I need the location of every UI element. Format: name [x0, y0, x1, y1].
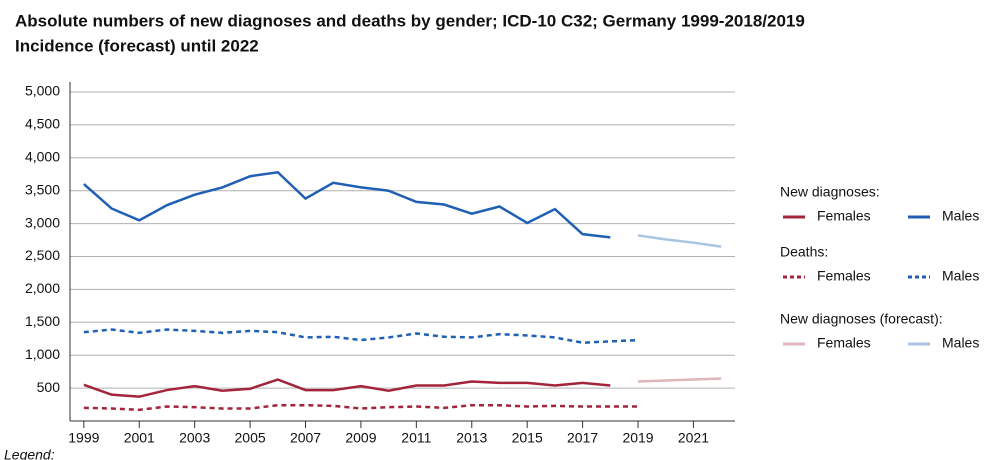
- y-tick-label: 4,500: [25, 116, 60, 132]
- series-line: [83, 328, 639, 344]
- series-line: [83, 378, 611, 398]
- x-tick-label: 2019: [622, 430, 653, 446]
- y-tick-label: 3,500: [25, 181, 60, 197]
- legend-heading: New diagnoses (forecast):: [780, 311, 943, 327]
- legend-caption: Legend:: [4, 447, 55, 460]
- x-tick-label: 1999: [68, 430, 99, 446]
- y-tick-label: 3,000: [25, 214, 60, 230]
- series-line: [83, 170, 611, 239]
- legend-heading: Deaths:: [780, 244, 828, 260]
- x-tick-label: 2003: [179, 430, 210, 446]
- series-line: [637, 234, 722, 248]
- series-line: [637, 377, 722, 383]
- x-tick-label: 2005: [235, 430, 266, 446]
- y-tick-label: 5,000: [25, 83, 60, 99]
- series-line: [83, 403, 639, 412]
- legend-label: Females: [817, 335, 871, 351]
- legend-label: Males: [942, 335, 979, 351]
- x-tick-label: 2001: [124, 430, 155, 446]
- y-tick-label: 500: [37, 379, 61, 395]
- legend-heading: New diagnoses:: [780, 184, 880, 200]
- x-tick-label: 2007: [290, 430, 321, 446]
- chart-subtitle: Incidence (forecast) until 2022: [15, 36, 259, 55]
- x-tick-label: 2009: [345, 430, 376, 446]
- y-tick-label: 2,500: [25, 247, 60, 263]
- x-tick-label: 2021: [678, 430, 709, 446]
- chart-title: Absolute numbers of new diagnoses and de…: [15, 11, 805, 30]
- legend-label: Females: [817, 268, 871, 284]
- legend-label: Males: [942, 268, 979, 284]
- y-tick-label: 4,000: [25, 149, 60, 165]
- x-tick-label: 2013: [456, 430, 487, 446]
- x-tick-label: 2015: [512, 430, 543, 446]
- y-tick-label: 1,000: [25, 346, 60, 362]
- y-tick-label: 2,000: [25, 280, 60, 296]
- x-tick-label: 2011: [401, 430, 431, 446]
- legend-label: Males: [942, 208, 979, 224]
- y-tick-label: 1,500: [25, 313, 60, 329]
- legend-label: Females: [817, 208, 871, 224]
- x-tick-label: 2017: [567, 430, 598, 446]
